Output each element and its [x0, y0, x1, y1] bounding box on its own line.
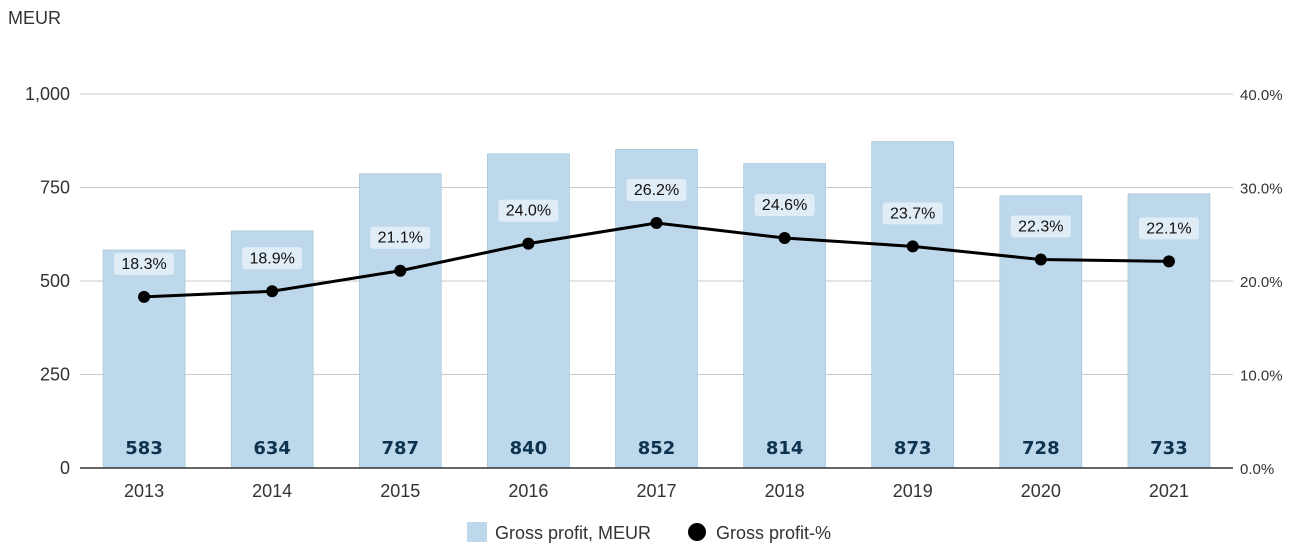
y-tick-label: 1,000	[25, 84, 70, 104]
bar-value-label: 814	[766, 438, 804, 459]
y2-tick-label: 40.0%	[1240, 87, 1283, 104]
line-point	[1162, 255, 1175, 268]
bar-series: 583 634 787 840 852 814 873 728 733	[102, 141, 1211, 469]
bar	[102, 249, 186, 469]
line-label-bg	[1010, 215, 1071, 238]
line-value-label: 24.6%	[762, 197, 807, 214]
line-label-bg	[242, 247, 303, 270]
x-tick-label: 2015	[380, 481, 420, 501]
x-tick-label: 2019	[893, 481, 933, 501]
axes: 0 250 500 750 1,000 0.0% 10.0% 20.0% 30.0% 40.0% 2…	[25, 84, 1283, 501]
bar-value-label: 733	[1150, 438, 1188, 459]
bar	[358, 173, 442, 469]
line-point	[1034, 253, 1047, 266]
legend-bar-swatch	[467, 522, 487, 542]
line-value-label: 22.1%	[1146, 220, 1191, 237]
bar	[615, 149, 698, 469]
y2-tick-label: 30.0%	[1240, 181, 1283, 198]
line-value-label: 22.3%	[1018, 218, 1063, 235]
legend-line-marker	[688, 523, 706, 541]
line-series: 18.3% 18.9% 21.1% 24.0% 26.2% 24.6% 23.7% 22.3%…	[114, 179, 1199, 303]
y-tick-label: 0	[60, 458, 70, 478]
x-tick-label: 2018	[765, 481, 805, 501]
line-point	[778, 231, 791, 244]
line-point	[394, 264, 407, 277]
x-tick-label: 2021	[1149, 481, 1189, 501]
line-value-label: 23.7%	[890, 205, 935, 222]
line-label-bg	[370, 226, 431, 249]
y-axis-unit-label: MEUR	[8, 8, 61, 28]
line-point	[650, 217, 663, 230]
line-label-bg	[882, 202, 943, 225]
bar	[871, 141, 955, 469]
line-point	[266, 285, 279, 298]
bar-value-label: 840	[510, 438, 548, 459]
bar	[230, 230, 314, 469]
y2-tick-label: 20.0%	[1240, 274, 1283, 291]
line-value-label: 18.3%	[121, 256, 166, 273]
y2-tick-label: 0.0%	[1240, 461, 1274, 478]
line-value-label: 26.2%	[634, 182, 679, 199]
x-tick-label: 2017	[636, 481, 676, 501]
x-tick-label: 2020	[1021, 481, 1061, 501]
legend: Gross profit, MEUR Gross profit-%	[467, 522, 831, 543]
line-label-bg	[626, 179, 687, 202]
x-tick-label: 2014	[252, 481, 292, 501]
bar-value-label: 852	[638, 438, 676, 459]
bar-value-label: 728	[1022, 438, 1060, 459]
line-label-bg	[498, 199, 559, 222]
legend-line-label: Gross profit-%	[716, 523, 831, 543]
x-tick-label: 2016	[508, 481, 548, 501]
line-label-bg	[754, 193, 815, 216]
y-tick-label: 750	[40, 178, 70, 198]
bar	[999, 195, 1083, 469]
line-label-bg	[1138, 217, 1199, 240]
line-label-bg	[114, 252, 175, 275]
line-value-label: 21.1%	[378, 230, 423, 247]
y-tick-label: 250	[40, 365, 70, 385]
y-tick-label: 500	[40, 271, 70, 291]
bar	[1127, 193, 1211, 469]
line-value-label: 24.0%	[506, 203, 551, 220]
bar-value-label: 583	[125, 438, 163, 459]
line-point	[906, 240, 919, 253]
bar-value-label: 634	[253, 438, 291, 459]
line-point	[138, 290, 151, 303]
legend-bar-label: Gross profit, MEUR	[495, 523, 651, 543]
bar-value-label: 787	[381, 438, 419, 459]
y2-tick-label: 10.0%	[1240, 368, 1283, 385]
x-tick-label: 2013	[124, 481, 164, 501]
line-point	[522, 237, 535, 250]
line-value-label: 18.9%	[249, 250, 294, 267]
bar-value-label: 873	[894, 438, 932, 459]
